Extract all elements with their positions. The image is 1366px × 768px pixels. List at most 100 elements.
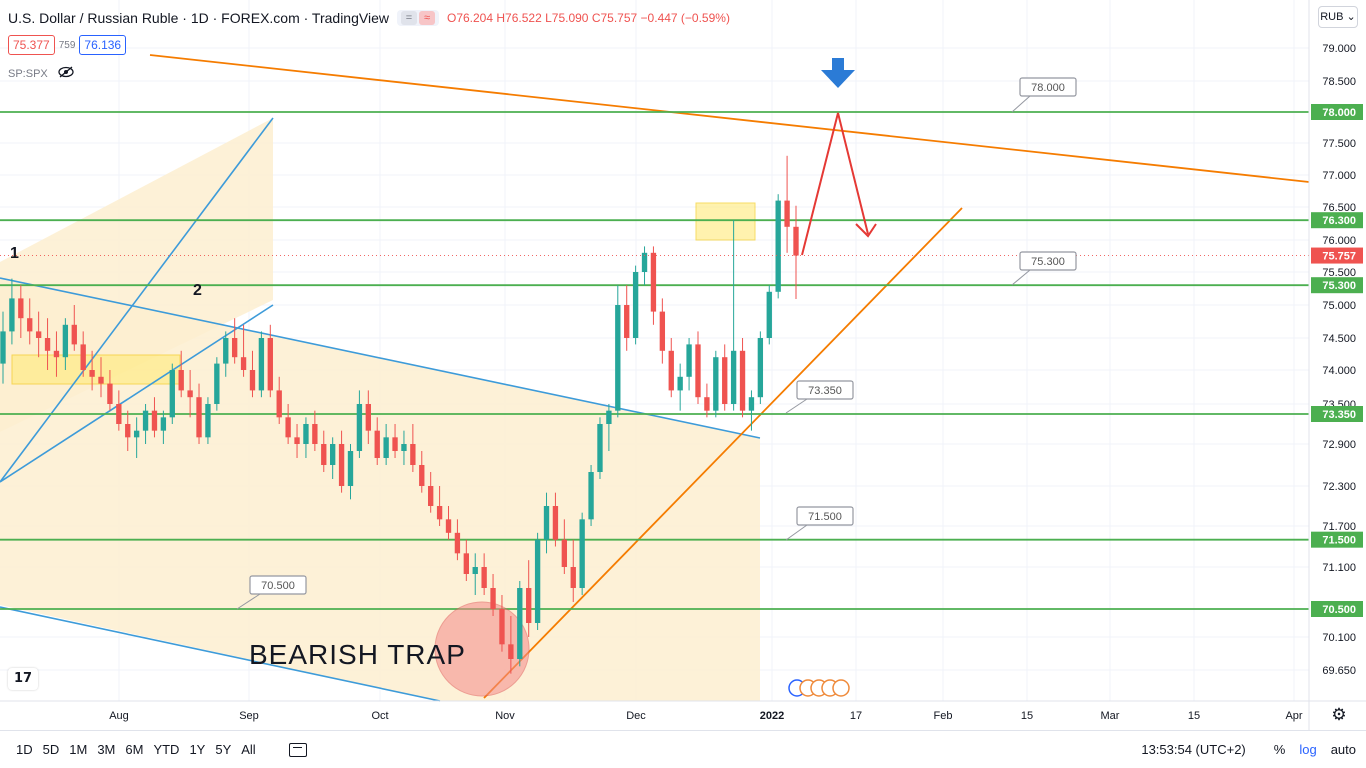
candle-body bbox=[508, 644, 514, 659]
percent-scale-button[interactable]: % bbox=[1273, 742, 1286, 757]
candle-body bbox=[588, 472, 594, 520]
candle-body bbox=[579, 519, 585, 588]
candle-body bbox=[89, 370, 95, 377]
range-1d[interactable]: 1D bbox=[16, 742, 33, 757]
y-tick-label: 69.650 bbox=[1322, 665, 1356, 677]
candle-body bbox=[445, 519, 452, 533]
callout-label: 71.500 bbox=[808, 511, 842, 523]
x-tick-label: 15 bbox=[1188, 710, 1200, 722]
candle-body bbox=[267, 338, 273, 391]
candle-body bbox=[722, 357, 728, 404]
key-level-tag-label: 75.300 bbox=[1322, 280, 1356, 292]
wave-icon[interactable]: ≈ bbox=[418, 11, 435, 25]
minus-icon[interactable]: = bbox=[400, 11, 417, 25]
candle-body bbox=[321, 444, 327, 465]
candle-body bbox=[704, 397, 710, 411]
y-tick-label: 79.000 bbox=[1322, 43, 1356, 55]
range-5d[interactable]: 5D bbox=[42, 742, 60, 757]
x-tick-label: Oct bbox=[371, 710, 388, 722]
eye-off-icon[interactable] bbox=[58, 66, 74, 81]
candle-body bbox=[534, 539, 541, 623]
candle-body bbox=[419, 465, 425, 486]
candle-body bbox=[276, 390, 282, 418]
calendar-icon[interactable] bbox=[288, 742, 307, 757]
candle-body bbox=[561, 539, 568, 567]
resistance-box-left bbox=[11, 354, 181, 385]
candle-body bbox=[517, 588, 523, 659]
range-1y[interactable]: 1Y bbox=[189, 742, 206, 757]
auto-scale-button[interactable]: auto bbox=[1330, 742, 1356, 757]
candle-body bbox=[499, 609, 505, 645]
callout-leader bbox=[1011, 95, 1031, 113]
log-scale-button[interactable]: log bbox=[1299, 742, 1317, 757]
candle-body bbox=[151, 410, 158, 431]
descending-channel-upper bbox=[0, 277, 761, 439]
y-tick-label: 77.000 bbox=[1322, 170, 1356, 182]
ask-price[interactable]: 76.136 bbox=[79, 35, 127, 55]
candle-body bbox=[392, 437, 398, 451]
candle-body bbox=[303, 424, 309, 444]
candle-body bbox=[383, 437, 389, 458]
candle-body bbox=[27, 318, 33, 332]
chevron-down-icon: ⌄ bbox=[1346, 11, 1356, 23]
symbol-title[interactable]: U.S. Dollar / Russian Ruble · 1D · FOREX… bbox=[8, 10, 389, 26]
candle-body bbox=[125, 424, 131, 438]
last-price-tag-label: 75.757 bbox=[1322, 251, 1356, 263]
candle-body bbox=[552, 506, 559, 540]
chart-header: U.S. Dollar / Russian Ruble · 1D · FOREX… bbox=[8, 8, 730, 28]
clock-readout[interactable]: 13:53:54 (UTC+2) bbox=[1141, 742, 1246, 757]
tradingview-logo[interactable]: 17 bbox=[8, 668, 38, 690]
candle-body bbox=[285, 417, 291, 438]
range-5y[interactable]: 5Y bbox=[215, 742, 232, 757]
candle-body bbox=[659, 311, 666, 351]
candle-body bbox=[677, 376, 683, 391]
y-tick-label: 71.100 bbox=[1322, 562, 1356, 574]
bid-price[interactable]: 75.377 bbox=[8, 35, 55, 55]
y-tick-label: 72.300 bbox=[1322, 481, 1356, 493]
candle-body bbox=[294, 437, 300, 444]
range-6m[interactable]: 6M bbox=[125, 742, 144, 757]
range-all[interactable]: All bbox=[241, 742, 256, 757]
candle-body bbox=[365, 404, 371, 431]
key-level-tag bbox=[1311, 277, 1363, 294]
candle-body bbox=[570, 567, 576, 588]
event-flag-icon[interactable] bbox=[832, 679, 850, 697]
x-tick-label: Mar bbox=[1101, 710, 1120, 722]
y-tick-label: 75.000 bbox=[1322, 300, 1356, 312]
range-ytd[interactable]: YTD bbox=[153, 742, 180, 757]
candle-body bbox=[686, 344, 692, 377]
candle-body bbox=[347, 451, 354, 486]
candle-body bbox=[142, 410, 149, 431]
candle-body bbox=[597, 424, 603, 472]
candle-body bbox=[748, 397, 755, 411]
descending-channel-lower bbox=[0, 606, 441, 702]
y-tick-label: 74.000 bbox=[1322, 365, 1356, 377]
y-tick-label: 76.500 bbox=[1322, 202, 1356, 214]
x-tick-label: 17 bbox=[850, 710, 862, 722]
chart-mode-toggle[interactable]: = ≈ bbox=[396, 10, 439, 26]
x-tick-label: Aug bbox=[109, 710, 129, 722]
candle-body bbox=[258, 338, 265, 391]
y-tick-label: 75.500 bbox=[1322, 267, 1356, 279]
candle-body bbox=[641, 252, 648, 272]
gear-icon[interactable]: ⚙ bbox=[1331, 705, 1347, 724]
currency-selector[interactable]: RUB ⌄ bbox=[1318, 6, 1358, 28]
ohlc-high: H76.522 bbox=[496, 11, 542, 25]
candle-body bbox=[312, 424, 318, 444]
ascending-channel-lower bbox=[0, 304, 274, 483]
candle-body bbox=[53, 350, 60, 358]
last-price-tag bbox=[1311, 247, 1363, 264]
key-level-tag bbox=[1311, 406, 1363, 422]
range-3m[interactable]: 3M bbox=[97, 742, 116, 757]
callout-box bbox=[796, 380, 854, 400]
long-term-resistance-line bbox=[149, 54, 1310, 183]
key-level-tag-label: 73.350 bbox=[1322, 409, 1356, 421]
down-arrow-head-icon bbox=[821, 70, 855, 88]
key-level-tag-label: 76.300 bbox=[1322, 215, 1356, 227]
candle-body bbox=[62, 324, 69, 358]
range-1m[interactable]: 1M bbox=[69, 742, 88, 757]
callout-box bbox=[1019, 251, 1077, 271]
indicator-label[interactable]: SP:SPX bbox=[8, 67, 48, 80]
down-arrow-icon bbox=[832, 58, 844, 72]
